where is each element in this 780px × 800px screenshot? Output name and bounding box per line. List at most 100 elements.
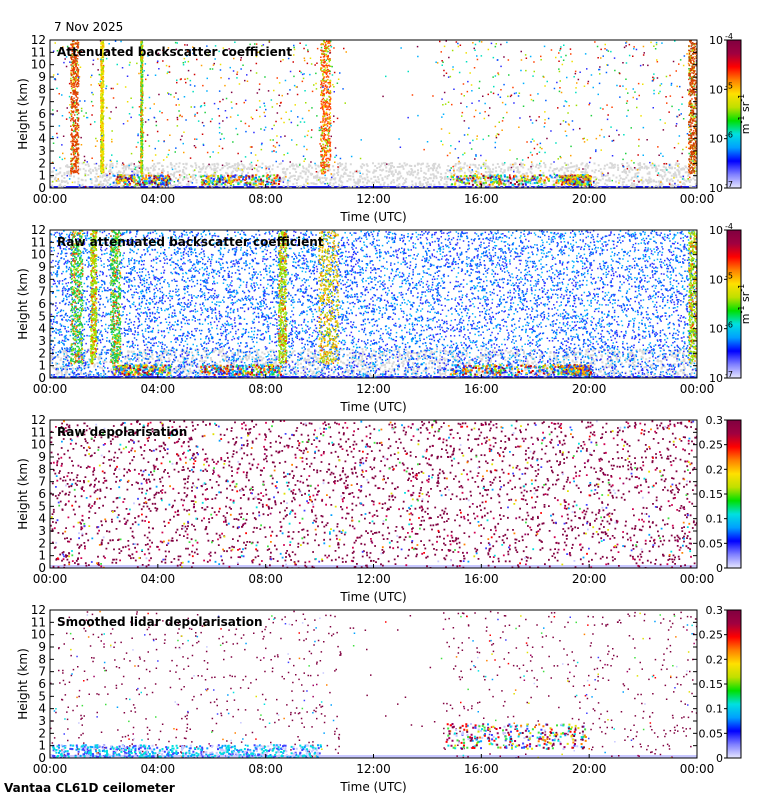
x-tick-label: 04:00 — [141, 382, 176, 396]
x-tick-label: 00:00 — [680, 382, 715, 396]
y-axis-label: Height (km) — [16, 458, 30, 529]
colorbar-tick-label: 0.2 — [706, 463, 724, 476]
x-tick-label: 12:00 — [356, 762, 391, 776]
colorbar-tick-label: 10 — [709, 323, 723, 336]
data-points — [52, 40, 697, 186]
colorbar-tick-label: 0.3 — [706, 414, 724, 427]
colorbar-tick-label: 0 — [716, 562, 723, 575]
y-tick-label: 8 — [38, 82, 46, 96]
data-points — [54, 40, 692, 187]
data-points — [50, 610, 697, 758]
colorbar-tick-exponent: -4 — [725, 222, 733, 231]
y-tick-label: 12 — [31, 413, 46, 427]
y-tick-label: 6 — [38, 297, 46, 311]
y-tick-label: 7 — [38, 95, 46, 109]
y-tick-label: 2 — [38, 726, 46, 740]
y-tick-label: 3 — [38, 714, 46, 728]
y-tick-label: 0 — [38, 181, 46, 195]
data-points — [116, 174, 592, 186]
colorbar-tick-label: 10 — [709, 273, 723, 286]
colorbar-tick-label: 0 — [716, 752, 723, 765]
colorbar-tick-exponent: -5 — [725, 271, 733, 280]
data-points — [56, 40, 694, 188]
y-tick-label: 7 — [38, 285, 46, 299]
data-points — [70, 612, 691, 758]
data-field — [50, 40, 697, 188]
data-points — [117, 364, 592, 376]
data-points — [83, 612, 657, 740]
y-tick-label: 9 — [38, 450, 46, 464]
y-tick-label: 10 — [31, 248, 46, 262]
x-tick-label: 12:00 — [356, 382, 391, 396]
data-points — [116, 364, 589, 376]
y-tick-label: 9 — [38, 260, 46, 274]
colorbar-tick-exponent: -5 — [725, 81, 733, 90]
x-tick-label: 12:00 — [356, 192, 391, 206]
data-points — [688, 40, 697, 175]
data-points — [50, 230, 697, 378]
colorbar-gradient — [726, 229, 742, 379]
panel-title: Smoothed lidar depolarisation — [57, 615, 263, 629]
y-tick-label: 3 — [38, 334, 46, 348]
x-tick-label: 04:00 — [141, 572, 176, 586]
y-tick-label: 6 — [38, 107, 46, 121]
y-tick-label: 12 — [31, 33, 46, 47]
y-tick-label: 2 — [38, 156, 46, 170]
y-tick-label: 7 — [38, 475, 46, 489]
y-tick-label: 6 — [38, 677, 46, 691]
colorbar-gradient — [726, 609, 742, 759]
colorbar-tick-exponent: -6 — [725, 131, 733, 140]
data-points — [51, 40, 697, 184]
y-tick-label: 10 — [31, 438, 46, 452]
x-tick-label: 00:00 — [680, 192, 715, 206]
x-tick-label: 08:00 — [248, 382, 283, 396]
y-tick-label: 0 — [38, 371, 46, 385]
x-tick-label: 16:00 — [464, 572, 499, 586]
y-tick-label: 11 — [31, 45, 46, 59]
x-tick-label: 16:00 — [464, 382, 499, 396]
x-tick-label: 00:00 — [33, 572, 68, 586]
colorbar-tick-label: 10 — [709, 83, 723, 96]
colorbar: 10-410-510-610 -7m-1 sr-1 — [709, 32, 752, 195]
x-tick-label: 08:00 — [248, 762, 283, 776]
x-tick-label: 00:00 — [680, 572, 715, 586]
colorbar-tick-label: 0.15 — [699, 488, 724, 501]
y-tick-label: 0 — [38, 561, 46, 575]
data-points — [78, 628, 695, 758]
plot-frame — [49, 609, 698, 759]
y-tick-label: 11 — [31, 615, 46, 629]
colorbar-tick-label: 0.05 — [699, 727, 724, 740]
y-tick-label: 4 — [38, 132, 46, 146]
date-label: 7 Nov 2025 — [54, 20, 124, 34]
data-points — [120, 174, 584, 186]
colorbar-gradient — [726, 39, 742, 189]
footer-label: Vantaa CL61D ceilometer — [4, 781, 175, 795]
data-points — [117, 174, 592, 186]
data-points — [50, 162, 697, 188]
y-tick-label: 5 — [38, 119, 46, 133]
x-tick-label: 04:00 — [141, 192, 176, 206]
x-axis-label: Time (UTC) — [339, 400, 406, 414]
y-tick-label: 12 — [31, 223, 46, 237]
plot-frame — [49, 419, 698, 569]
panel-title: Raw attenuated backscatter coefficient — [57, 235, 324, 249]
colorbar-tick-label: 10 — [709, 34, 723, 47]
y-tick-label: 10 — [31, 58, 46, 72]
y-tick-label: 1 — [38, 359, 46, 373]
y-tick-label: 6 — [38, 487, 46, 501]
colorbar-tick-exponent: -6 — [725, 321, 733, 330]
colorbar: 0.3 0.25 0.2 0.15 0.1 0.05 0 — [699, 414, 742, 575]
y-tick-label: 3 — [38, 524, 46, 538]
y-tick-label: 0 — [38, 751, 46, 765]
data-points — [50, 230, 697, 378]
data-points — [50, 723, 584, 758]
colorbar-tick-label: 0.3 — [706, 604, 724, 617]
y-tick-label: 8 — [38, 462, 46, 476]
data-field — [50, 230, 697, 378]
